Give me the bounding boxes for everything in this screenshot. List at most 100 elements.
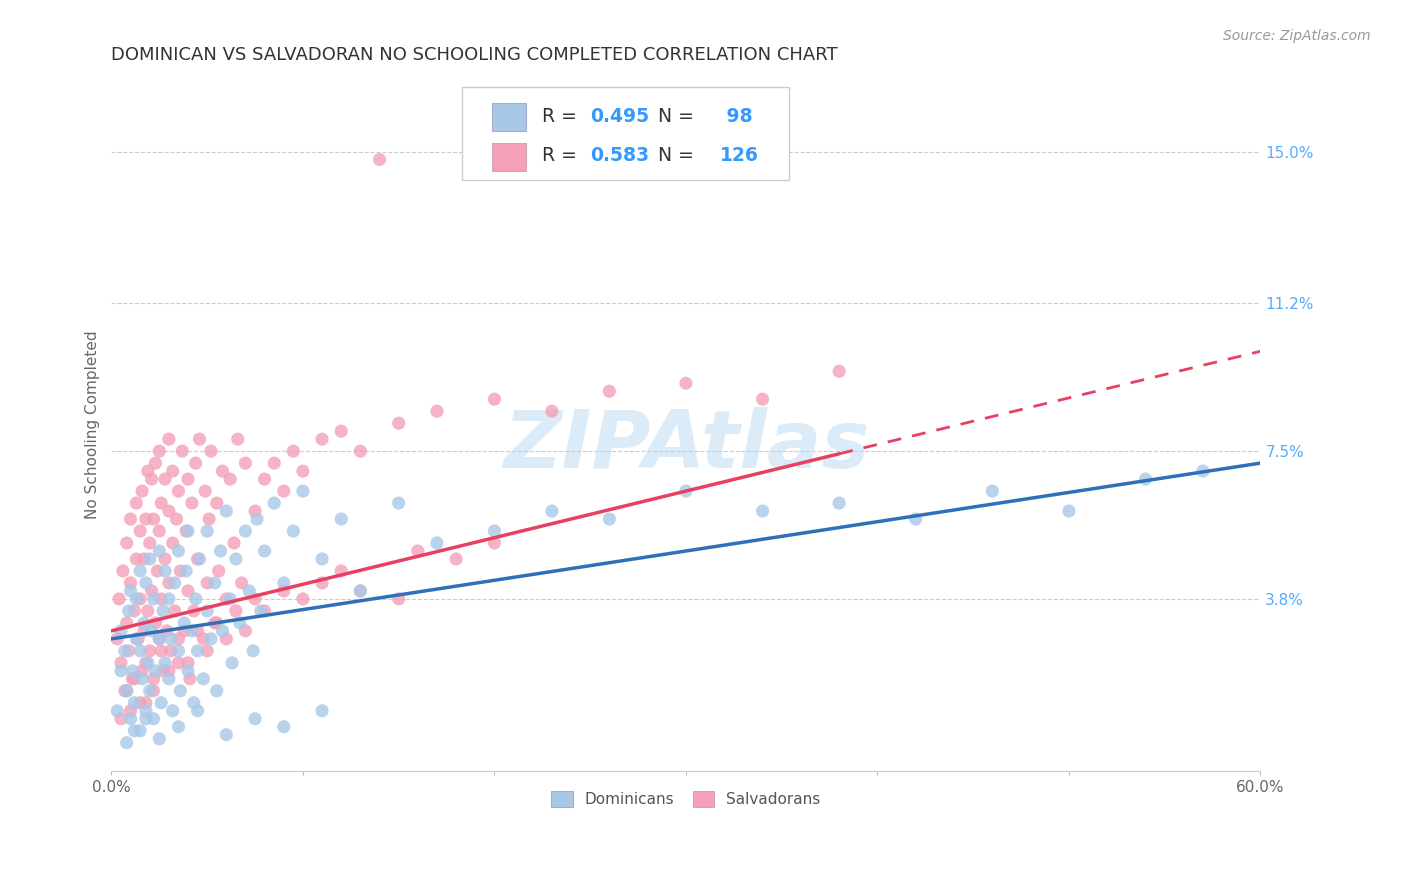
Point: [125, 632, 148, 646]
Point: [187, 704, 209, 718]
Point: [200, 632, 222, 646]
Point: [246, 512, 269, 526]
Point: [132, 552, 155, 566]
Point: [172, 444, 194, 458]
Point: [349, 583, 371, 598]
Point: [195, 576, 218, 591]
Point: [173, 624, 195, 638]
Text: R =: R =: [543, 107, 583, 126]
Point: [152, 664, 174, 678]
Point: [125, 496, 148, 510]
Point: [349, 583, 371, 598]
Point: [135, 656, 157, 670]
Point: [120, 512, 142, 526]
Point: [129, 723, 152, 738]
Point: [169, 564, 191, 578]
Point: [828, 496, 851, 510]
Point: [129, 644, 152, 658]
Point: [129, 524, 152, 538]
Point: [167, 632, 190, 646]
Point: [177, 583, 200, 598]
Point: [188, 432, 211, 446]
Point: [205, 496, 228, 510]
Point: [150, 696, 173, 710]
Point: [1057, 504, 1080, 518]
Point: [179, 672, 201, 686]
Point: [187, 644, 209, 658]
Point: [388, 416, 411, 430]
Point: [204, 615, 226, 630]
Point: [142, 591, 165, 606]
Point: [105, 704, 128, 718]
Point: [148, 524, 170, 538]
Point: [159, 632, 181, 646]
Point: [484, 524, 506, 538]
Point: [273, 720, 295, 734]
Point: [153, 564, 176, 578]
Text: Source: ZipAtlas.com: Source: ZipAtlas.com: [1223, 29, 1371, 43]
Point: [135, 704, 157, 718]
Point: [120, 704, 142, 718]
Point: [291, 591, 314, 606]
Point: [209, 544, 232, 558]
Point: [195, 524, 218, 538]
Point: [141, 624, 163, 638]
Point: [129, 564, 152, 578]
Point: [751, 392, 773, 407]
Point: [127, 632, 149, 646]
Point: [243, 504, 266, 518]
Point: [195, 644, 218, 658]
Text: 98: 98: [720, 107, 754, 126]
Point: [828, 364, 851, 378]
Point: [120, 583, 142, 598]
Point: [167, 720, 190, 734]
Point: [138, 536, 160, 550]
FancyBboxPatch shape: [492, 143, 526, 171]
Point: [117, 644, 139, 658]
Point: [150, 644, 173, 658]
Point: [163, 576, 186, 591]
Point: [235, 456, 257, 470]
Point: [138, 683, 160, 698]
Point: [249, 604, 271, 618]
Point: [426, 536, 449, 550]
Point: [283, 444, 305, 458]
Point: [121, 664, 143, 678]
Point: [153, 552, 176, 566]
Text: R =: R =: [543, 146, 583, 165]
Point: [675, 484, 697, 499]
Point: [124, 696, 146, 710]
Point: [105, 632, 128, 646]
Point: [273, 583, 295, 598]
Point: [225, 604, 247, 618]
Point: [330, 564, 353, 578]
Point: [150, 591, 173, 606]
Point: [136, 656, 159, 670]
Point: [108, 591, 131, 606]
Point: [204, 576, 226, 591]
Point: [253, 544, 276, 558]
Point: [153, 656, 176, 670]
Point: [193, 632, 215, 646]
Point: [173, 615, 195, 630]
Point: [330, 424, 353, 438]
Point: [157, 576, 180, 591]
Point: [162, 464, 184, 478]
Point: [484, 536, 506, 550]
Point: [981, 484, 1004, 499]
Point: [311, 576, 333, 591]
Point: [598, 384, 620, 399]
Point: [541, 504, 564, 518]
Legend: Dominicans, Salvadorans: Dominicans, Salvadorans: [544, 783, 828, 815]
Point: [159, 644, 181, 658]
Point: [125, 591, 148, 606]
Point: [142, 512, 165, 526]
Text: N =: N =: [645, 146, 700, 165]
Point: [187, 552, 209, 566]
Point: [177, 524, 200, 538]
Point: [145, 664, 167, 678]
Point: [135, 696, 157, 710]
Point: [444, 552, 467, 566]
Point: [114, 644, 136, 658]
Point: [142, 683, 165, 698]
